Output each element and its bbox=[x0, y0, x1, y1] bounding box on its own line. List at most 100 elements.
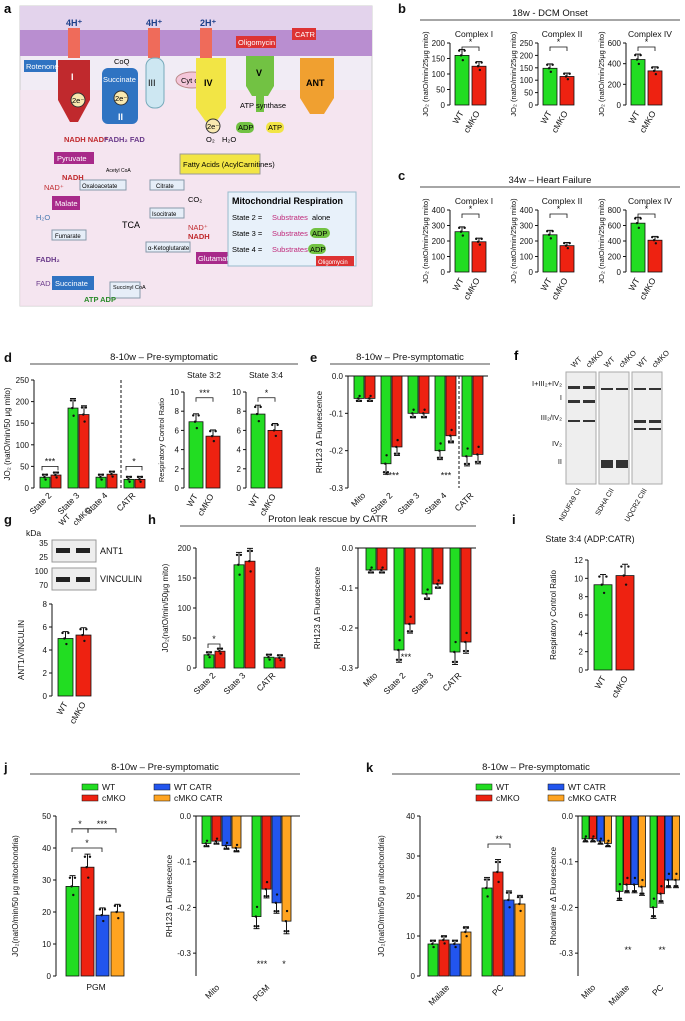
panel-e-bar-wt-4 bbox=[461, 375, 473, 457]
panel-d-ratio32-y-tick-label: 4 bbox=[175, 446, 180, 455]
panel-g-bar-wt-point bbox=[67, 631, 70, 635]
panel-b-sub2-x-wt: WT bbox=[626, 109, 641, 125]
panel-j-rh-mito-2-point bbox=[227, 847, 230, 850]
panel-j-jo2-bar-3-point bbox=[115, 910, 118, 914]
panel-k-rh-malate-2-point bbox=[633, 876, 637, 880]
panel-d-ratio32-y-tick-label: 10 bbox=[170, 388, 179, 397]
panel-b-sub1-title: Complex II bbox=[542, 29, 583, 39]
panel-k-legend-label-0: WT bbox=[496, 782, 509, 792]
panel-h-jo2-wt-2-point bbox=[269, 653, 273, 656]
panel-b-sub0-y-tick-label: 200 bbox=[432, 39, 446, 48]
panel-f-lane0-band bbox=[568, 386, 580, 389]
panel-c-sub0-bar-cmko-point bbox=[476, 240, 480, 243]
panel-h-rh-cmko-0-point bbox=[378, 571, 382, 574]
panel-k-rh-malate-0-point bbox=[616, 897, 620, 900]
panel-j-rh-pgm-0 bbox=[251, 815, 262, 917]
panel-j-rh-mito-1-point bbox=[213, 842, 216, 845]
panel-d-ratio34-sig: * bbox=[265, 388, 269, 398]
panel-i-bar-wt-point bbox=[598, 575, 601, 578]
panel-j-jo2-bar-2-point bbox=[102, 919, 105, 923]
panel-h-jo2-y-tick-label: 0 bbox=[187, 664, 192, 673]
panel-h-jo2-wt-1-point bbox=[238, 573, 241, 576]
panel-a-label: a bbox=[4, 1, 12, 16]
panel-e-bar-cmko-1-point bbox=[393, 452, 397, 455]
panel-f-lane2-band bbox=[634, 420, 646, 423]
ant-label: ANT bbox=[306, 78, 325, 88]
panel-d-y-tick-label: 100 bbox=[16, 441, 30, 450]
panel-b-sub2-bar-wt-point bbox=[634, 53, 637, 57]
panel-c-sub0-y-tick-label: 100 bbox=[432, 253, 446, 262]
panel-c-sub2-y-tick-label: 400 bbox=[608, 237, 622, 246]
panel-e-bar-wt-0-point bbox=[355, 399, 359, 402]
proton-arrow-c4 bbox=[200, 28, 212, 58]
panel-b-sub0-bar-wt-point bbox=[458, 49, 461, 52]
panel-k-rh-malate-0-point bbox=[618, 882, 622, 886]
panel-f-ab-0: NDUFA9 CI bbox=[558, 487, 582, 522]
panel-c-sub1-bar-cmko-point bbox=[563, 241, 566, 245]
panel-k-rh-mito-3-point bbox=[608, 844, 611, 848]
panel-b-sub2-y-tick-label: 0 bbox=[617, 101, 622, 110]
panel-c-sub0-bar-wt-point bbox=[459, 230, 463, 233]
panel-c-sub0-sig: * bbox=[469, 204, 473, 214]
panel-h-rh-x-0: Mito bbox=[361, 670, 380, 689]
panel-b-sub2-y-tick-label: 200 bbox=[608, 80, 622, 89]
panel-i-bar-wt-point bbox=[600, 583, 603, 586]
complex-1 bbox=[58, 60, 90, 122]
panel-c-sub2-title: Complex IV bbox=[628, 196, 672, 206]
oligomycin-label: Oligomycin bbox=[238, 38, 275, 47]
panel-e-bar-cmko-0-point bbox=[369, 394, 372, 398]
panel-k-rh-mito-1-point bbox=[590, 840, 593, 843]
panel-e-title: 8-10w – Pre-symptomatic bbox=[356, 352, 464, 363]
panel-h-rh-wt-1-point bbox=[395, 658, 399, 661]
panel-e-y-tick-label: -0.2 bbox=[329, 447, 343, 456]
panel-b-sub2-bar-wt-point bbox=[639, 53, 642, 57]
panel-h-jo2-cmko-0-point bbox=[218, 650, 221, 653]
panel-h-jo2-wt-1-point bbox=[237, 563, 240, 566]
panel-j-rh-mito-0-point bbox=[207, 844, 210, 848]
panel-d-bar-wt-1 bbox=[67, 407, 79, 489]
panel-g-bar-wt bbox=[57, 638, 74, 697]
panel-d-ratio34-bracket bbox=[257, 397, 276, 402]
panel-c-sub2-bar-wt-point bbox=[635, 221, 639, 225]
panel-j-legend-swatch-0 bbox=[81, 783, 99, 791]
panel-h-jo2-cmko-1-point bbox=[246, 549, 250, 553]
panel-g-x-cmko: cMKO bbox=[67, 700, 88, 726]
panel-d-bar-cmko-1 bbox=[78, 414, 90, 489]
panel-b-sub0-title: Complex I bbox=[455, 29, 493, 39]
panel-g-y-tick-label: 8 bbox=[43, 600, 48, 609]
panel-d-ratio34-y-tick-label: 8 bbox=[237, 407, 242, 416]
panel-k-jo2-x-0: Malate bbox=[426, 982, 451, 1007]
panel-h-rh-wt-3-point bbox=[453, 650, 456, 654]
panel-k-jo2-pc-3 bbox=[514, 903, 526, 977]
panel-h-rh-wt-1-point bbox=[399, 658, 403, 661]
panel-j-title: 8-10w – Pre-symptomatic bbox=[111, 762, 219, 773]
panel-k-jo2-malate-2 bbox=[449, 943, 461, 977]
panel-b-sub0-bar-cmko bbox=[471, 65, 487, 106]
panel-j-legend-swatch-1 bbox=[81, 794, 99, 802]
panel-h-rh-x-1: State 2 bbox=[381, 670, 407, 696]
panel-h-rh-wt-2 bbox=[421, 547, 433, 595]
panel-e-bar-cmko-0-point bbox=[366, 399, 370, 402]
panel-c-sub2-y-tick-label: 0 bbox=[617, 268, 622, 277]
electron-4 bbox=[205, 118, 221, 134]
panel-k-rh-mito-0-point bbox=[584, 835, 588, 838]
panel-k-rh-pc-2 bbox=[664, 815, 673, 881]
panel-d-ratio34-x-wt: WT bbox=[246, 492, 261, 508]
complex-5 bbox=[246, 56, 274, 112]
panel-e-bar-wt-4-point bbox=[467, 462, 471, 466]
panel-c-sub1-bar-cmko-point bbox=[566, 246, 570, 250]
panel-j-rh-y-tick-label: -0.3 bbox=[177, 949, 191, 958]
panel-e-sig-state4: *** bbox=[441, 471, 452, 481]
panel-e-bar-wt-1-point bbox=[386, 470, 390, 474]
panel-k-jo2-malate-2-point bbox=[451, 939, 455, 943]
panel-g-bar-wt-point bbox=[65, 642, 68, 646]
panel-c-sub1-bar-wt-point bbox=[546, 230, 549, 233]
panel-d-ratio34-bar-cmko-point bbox=[276, 423, 279, 427]
panel-k-jo2-pc-0 bbox=[481, 887, 493, 977]
panel-f-lane0-band bbox=[583, 400, 595, 403]
state4-oligo-box bbox=[316, 256, 354, 266]
panel-g-band-vin-wt bbox=[56, 577, 70, 582]
panel-g-band-ant1-wt bbox=[56, 548, 70, 553]
panel-e-bar-cmko-4-point bbox=[474, 460, 478, 464]
panel-g-bar-wt-point bbox=[63, 637, 66, 640]
